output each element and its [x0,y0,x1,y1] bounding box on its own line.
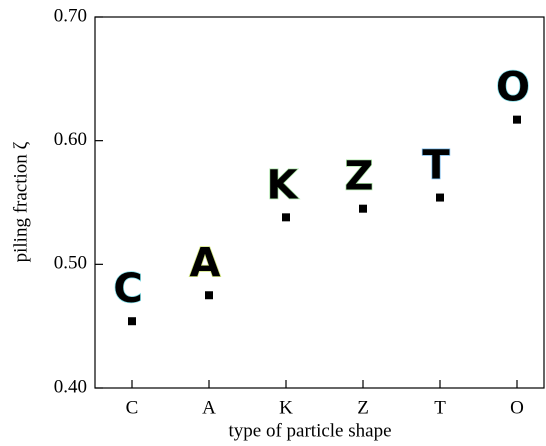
x-tick-label: O [510,397,524,418]
x-axis-label: type of particle shape [228,420,391,441]
shape-icon: K [267,162,300,208]
y-tick-label: 0.50 [54,253,87,274]
y-axis-label: piling fraction ζ [10,141,31,262]
x-tick-label: Z [357,397,369,418]
plot-frame [94,16,545,389]
shape-icon: T [422,143,450,189]
shape-icon: A [190,240,221,286]
marker [205,291,213,300]
y-tick-label: 0.40 [54,376,87,397]
y-tick-label: 0.70 [54,5,87,26]
marker [513,115,521,124]
x-tick-label: K [279,397,293,418]
marker [282,213,290,222]
x-tick-label: T [434,397,446,418]
shape-icon: Z [344,154,373,200]
x-tick-label: C [126,397,139,418]
shape-icon: C [113,266,142,312]
shape-icon: O [496,65,530,111]
marker [436,193,444,202]
x-tick-label: A [202,397,216,418]
marker [359,204,367,213]
marker [128,317,136,326]
y-tick-label: 0.60 [54,129,87,150]
